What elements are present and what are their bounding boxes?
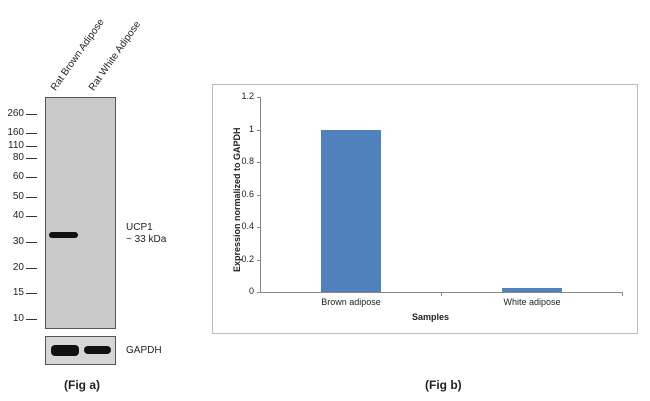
- mw-60: 60: [12, 171, 24, 182]
- y-tick: [257, 260, 261, 261]
- x-category-label: White adipose: [503, 297, 561, 307]
- mw-tick: [26, 242, 37, 243]
- x-tick: [622, 292, 623, 296]
- y-tick-label: 0.8: [241, 156, 254, 166]
- mw-260: 260: [7, 108, 24, 119]
- mw-20: 20: [12, 262, 24, 273]
- gapdh-label: GAPDH: [126, 345, 162, 356]
- mw-tick: [26, 197, 37, 198]
- y-tick: [257, 162, 261, 163]
- mw-30: 30: [12, 236, 24, 247]
- mw-tick: [26, 293, 37, 294]
- mw-tick: [26, 146, 37, 147]
- y-tick: [257, 292, 261, 293]
- y-tick: [257, 195, 261, 196]
- y-tick-label: 0.4: [241, 221, 254, 231]
- y-axis-title: Expression normalized to GAPDH: [232, 127, 242, 272]
- y-tick: [257, 227, 261, 228]
- mw-tick: [26, 133, 37, 134]
- gapdh-blot: [45, 336, 116, 365]
- mw-tick: [26, 319, 37, 320]
- x-tick: [441, 292, 442, 296]
- mw-50: 50: [12, 191, 24, 202]
- x-axis-title: Samples: [412, 312, 450, 322]
- gapdh-band-brown: [51, 345, 79, 356]
- fig-b-caption: (Fig b): [425, 378, 462, 392]
- mw-tick: [26, 114, 37, 115]
- mw-tick: [26, 177, 37, 178]
- gapdh-band-white: [84, 346, 111, 354]
- y-tick: [257, 97, 261, 98]
- ucp1-band-brown: [49, 232, 78, 238]
- y-tick-label: 0: [248, 286, 254, 296]
- bar-white-adipose: [502, 288, 562, 292]
- y-tick-label: 1.2: [241, 91, 254, 101]
- band-label-size: ~ 33 kDa: [126, 234, 167, 245]
- y-tick: [257, 130, 261, 131]
- mw-15: 15: [12, 287, 24, 298]
- mw-tick: [26, 268, 37, 269]
- mw-10: 10: [12, 313, 24, 324]
- bar-brown-adipose: [321, 130, 381, 292]
- fig-a-caption: (Fig a): [64, 378, 100, 392]
- blot-membrane: [45, 97, 116, 329]
- mw-110: 110: [8, 140, 24, 151]
- y-tick-label: 0.2: [241, 254, 254, 264]
- band-label-ucp1: UCP1: [126, 222, 153, 233]
- mw-tick: [26, 216, 37, 217]
- x-category-label: Brown adipose: [321, 297, 381, 307]
- mw-80: 80: [12, 152, 24, 163]
- y-tick-label: 0.6: [241, 189, 254, 199]
- mw-tick: [26, 158, 37, 159]
- y-tick-label: 1: [248, 124, 254, 134]
- mw-40: 40: [12, 210, 24, 221]
- mw-160: 160: [7, 127, 24, 138]
